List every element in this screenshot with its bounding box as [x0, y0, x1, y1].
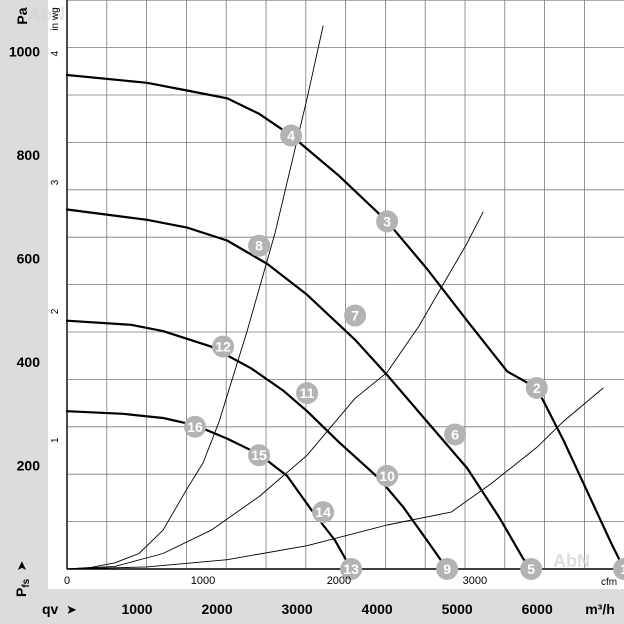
point-marker-15 — [248, 444, 271, 467]
svg-text:Pfs: Pfs — [13, 578, 32, 597]
point-label-11: 11 — [300, 385, 315, 401]
point-marker-4 — [280, 124, 303, 147]
point-marker-10 — [376, 464, 399, 487]
point-marker-3 — [376, 210, 399, 233]
x-tick-label: 4000 — [362, 601, 393, 617]
system-curve-7 — [66, 387, 604, 570]
fan-curve-1 — [65, 73, 624, 571]
x-tick-label: 5000 — [442, 601, 473, 617]
point-label-9: 9 — [443, 561, 451, 577]
watermark-top: AbN — [28, 4, 65, 24]
watermarks: AbN AbN — [28, 4, 590, 571]
fan-curve-3 — [65, 319, 449, 571]
point-label-2: 2 — [533, 380, 541, 396]
point-marker-11 — [296, 382, 319, 405]
x-axis-symbol: qv — [42, 601, 59, 617]
point-label-15: 15 — [251, 447, 267, 463]
x2-tick-label: 3000 — [463, 575, 487, 587]
point-label-4: 4 — [287, 128, 295, 144]
point-marker-1 — [613, 558, 624, 580]
point-label-10: 10 — [379, 468, 395, 484]
y-tick-label: 1000 — [9, 44, 40, 60]
point-label-12: 12 — [215, 339, 231, 355]
x-tick-label: 1000 — [121, 601, 152, 617]
point-label-16: 16 — [187, 419, 203, 435]
point-marker-12 — [212, 335, 235, 358]
x-tick-label: 3000 — [282, 601, 313, 617]
point-label-6: 6 — [451, 427, 459, 443]
y2-tick-label: 1 — [50, 437, 61, 443]
system-curve-5 — [66, 25, 324, 570]
x2-axis-unit: cfm — [601, 577, 617, 588]
fan-curve-4 — [65, 410, 353, 571]
point-label-5: 5 — [527, 561, 535, 577]
bottom-gutter — [0, 589, 624, 624]
x-tick-label: 2000 — [201, 601, 232, 617]
point-marker-14 — [312, 501, 335, 524]
point-label-14: 14 — [315, 504, 331, 520]
x2-tick-label: 2000 — [327, 575, 351, 587]
y2-tick-label: 3 — [50, 179, 61, 185]
y-axis-symbol: Pfs — [13, 578, 32, 597]
watermark-bottom: AbN — [553, 551, 590, 571]
y-tick-label: 200 — [17, 458, 41, 474]
y-axis-symbol-subscript: fs — [21, 578, 32, 587]
x2-tick-label: 1000 — [191, 575, 215, 587]
point-label-7: 7 — [351, 308, 359, 324]
series-group — [65, 25, 624, 571]
y-axis-arrow: ➤ — [14, 560, 29, 571]
left-gutter — [0, 0, 48, 624]
point-label-13: 13 — [343, 561, 359, 577]
operating-points: 12345678910111213141516 — [184, 124, 624, 580]
fan-curve-2 — [65, 208, 533, 571]
x-axis-arrow: ➤ — [66, 602, 77, 617]
x-axis-unit: m³/h — [585, 601, 615, 617]
y2-tick-label: 2 — [50, 308, 61, 314]
y2-tick-label: 4 — [50, 50, 61, 56]
y-tick-label: 600 — [17, 251, 41, 267]
y-axis-symbol-text: P — [13, 588, 29, 597]
point-marker-7 — [344, 304, 367, 327]
system-curve-6 — [66, 211, 484, 570]
y-axis-unit: Pa — [14, 7, 30, 24]
point-marker-13 — [340, 558, 363, 580]
x-tick-label: 6000 — [522, 601, 553, 617]
y-tick-label: 800 — [17, 147, 41, 163]
point-marker-8 — [248, 234, 271, 257]
point-marker-2 — [525, 376, 548, 399]
point-label-3: 3 — [383, 213, 391, 229]
grid — [66, 0, 624, 570]
point-label-1: 1 — [620, 561, 624, 577]
point-marker-6 — [444, 423, 467, 446]
point-label-8: 8 — [255, 238, 263, 254]
point-marker-16 — [184, 415, 207, 438]
y-tick-label: 400 — [17, 354, 41, 370]
point-marker-9 — [436, 558, 459, 580]
y2-axis-unit: in wg — [50, 7, 61, 30]
point-marker-5 — [520, 558, 543, 580]
x2-tick-label: 0 — [64, 575, 70, 587]
